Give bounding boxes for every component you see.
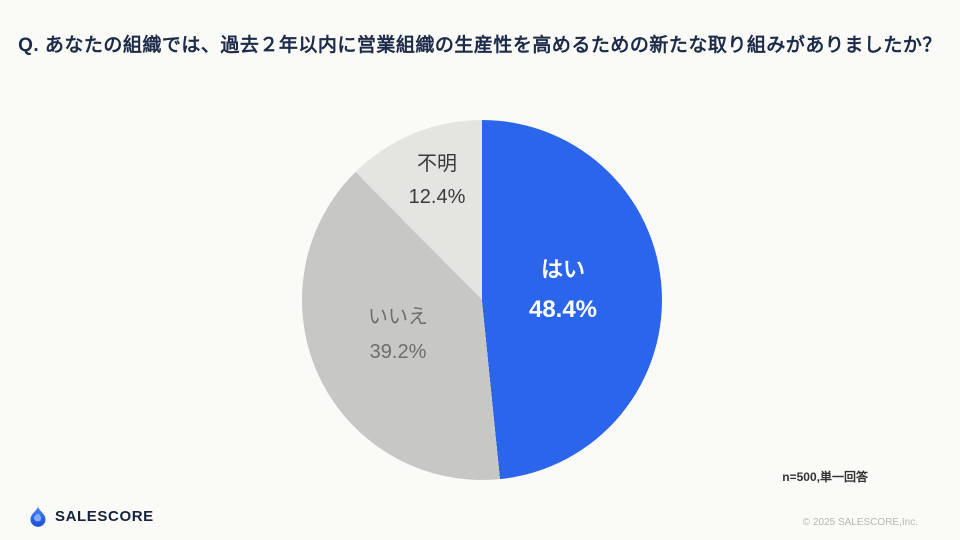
brand-name: SALESCORE — [55, 507, 154, 525]
brand-logo: SALESCORE — [28, 504, 154, 528]
copyright-text: © 2025 SALESCORE,Inc. — [802, 517, 918, 528]
sample-size-note: n=500,単一回答 — [782, 470, 868, 484]
page-title: Q. あなたの組織では、過去２年以内に営業組織の生産性を高めるための新たな取り組… — [18, 35, 942, 56]
pie-chart — [302, 120, 662, 480]
flame-icon — [30, 504, 46, 527]
